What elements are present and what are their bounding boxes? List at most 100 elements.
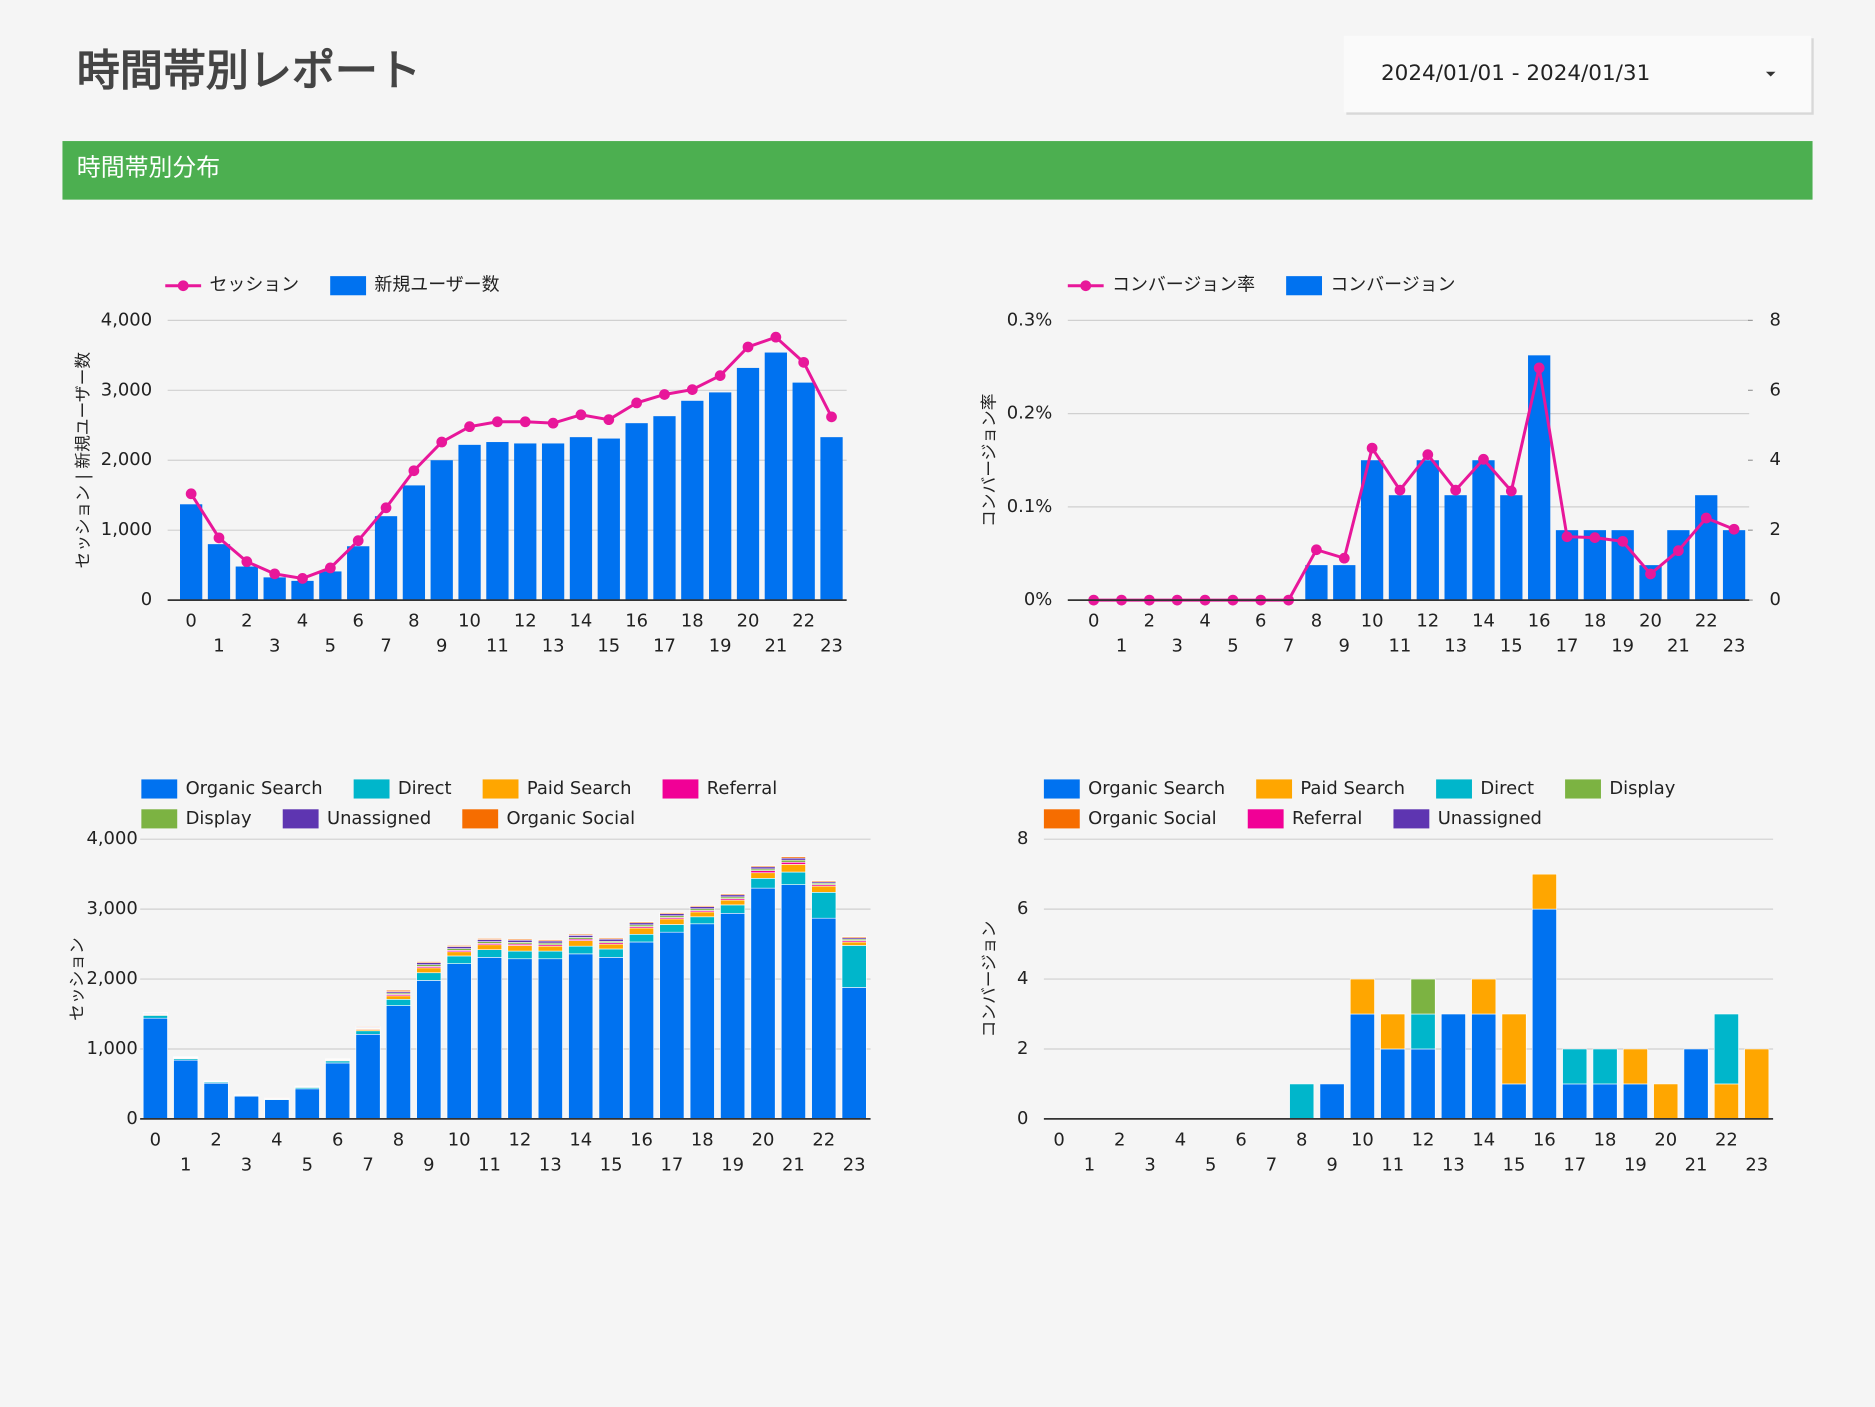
bar-segment: [446, 951, 472, 957]
bar-segment: [629, 933, 654, 943]
legend-swatch: [141, 809, 178, 829]
x-tick-label: 3: [1144, 1155, 1155, 1176]
bar-segment: [1380, 1013, 1406, 1050]
bar: [792, 382, 815, 601]
bar-segment: [416, 962, 442, 966]
x-tick-label: 4: [271, 1129, 282, 1150]
section-bar: [62, 141, 1813, 200]
bar-segment: [1622, 1048, 1648, 1085]
legend-swatch: [353, 779, 390, 799]
bar-segment: [1471, 1013, 1497, 1120]
x-tick-label: 19: [1624, 1155, 1647, 1176]
bar-segment: [750, 872, 776, 879]
line-point: [269, 568, 281, 580]
x-tick-label: 16: [625, 611, 648, 632]
x-tick-label: 10: [1351, 1129, 1374, 1150]
bar-segment: [841, 936, 867, 939]
x-tick-label: 0: [185, 611, 196, 632]
bar: [458, 444, 481, 601]
x-tick-label: 8: [393, 1129, 404, 1150]
legend-label: コンバージョン: [1330, 275, 1455, 296]
line-point: [798, 356, 810, 368]
bar-segment: [598, 948, 624, 958]
y2-tick-label: 6: [1770, 379, 1781, 400]
line-point: [1338, 552, 1350, 564]
x-tick-label: 20: [1654, 1129, 1677, 1150]
y-tick-label: 0: [126, 1108, 137, 1129]
x-tick-label: 19: [721, 1155, 744, 1176]
bar-segment: [780, 856, 806, 859]
line-point: [603, 414, 615, 426]
y-axis-title: コンバージョン: [979, 921, 999, 1038]
bar: [569, 437, 593, 601]
bar-segment: [689, 911, 715, 918]
x-tick-label: 2: [210, 1129, 221, 1150]
x-tick-label: 10: [458, 611, 481, 632]
y-tick-label: 4: [1017, 968, 1028, 989]
date-range[interactable]: 2024/01/01 - 2024/01/31: [1381, 61, 1650, 86]
line-point: [297, 573, 308, 584]
bar-segment: [750, 887, 776, 1120]
x-tick-label: 14: [1472, 611, 1495, 632]
x-tick-label: 0: [150, 1129, 161, 1150]
legend-label: Referral: [1292, 808, 1362, 829]
bar: [1360, 460, 1384, 601]
x-tick-label: 12: [514, 611, 537, 632]
x-tick-label: 20: [752, 1129, 775, 1150]
dropdown-caret[interactable]: [1765, 71, 1776, 77]
x-tick-label: 11: [1389, 636, 1412, 657]
y-tick-label: 2: [1017, 1038, 1028, 1059]
line-point: [631, 397, 643, 409]
bar-segment: [1471, 978, 1497, 1015]
x-tick-label: 18: [1583, 611, 1606, 632]
bar-segment: [1410, 1013, 1436, 1050]
legend-label: セッション: [209, 275, 299, 296]
bar-segment: [1531, 873, 1557, 910]
legend-swatch: [282, 809, 319, 829]
legend-label: Organic Search: [186, 778, 323, 799]
line-point: [742, 341, 754, 353]
line-point: [1700, 512, 1712, 524]
line-point: [519, 416, 531, 428]
x-tick-label: 13: [542, 636, 565, 657]
bar-segment: [780, 857, 806, 861]
bar-segment: [629, 921, 654, 924]
bar-segment: [1653, 1083, 1679, 1120]
line-point: [1645, 568, 1656, 580]
line-point: [1311, 544, 1322, 556]
bar-segment: [1744, 1048, 1770, 1120]
legend-label: コンバージョン率: [1112, 275, 1255, 296]
bar: [1444, 495, 1467, 601]
line-point: [770, 331, 782, 343]
x-tick-label: 5: [302, 1155, 313, 1176]
bar: [625, 423, 648, 601]
bar-segment: [1562, 1048, 1588, 1085]
date-picker-box[interactable]: [1343, 35, 1812, 113]
bar-segment: [385, 1005, 411, 1120]
bar-segment: [477, 938, 503, 940]
bar-segment: [629, 927, 654, 935]
bar-segment: [568, 935, 594, 938]
x-tick-label: 23: [1723, 636, 1746, 657]
line-point: [464, 421, 475, 433]
x-tick-label: 13: [1442, 1155, 1465, 1176]
legend-swatch: [1393, 809, 1430, 829]
bar: [430, 460, 453, 601]
bar-segment: [568, 945, 594, 955]
line-point: [1394, 484, 1406, 496]
legend-swatch: [482, 779, 519, 799]
date-picker[interactable]: 2024/01/01 - 2024/01/31: [1343, 35, 1814, 115]
bar-segment: [537, 939, 563, 942]
y2-tick-label: 4: [1770, 449, 1781, 470]
x-tick-label: 5: [1205, 1155, 1216, 1176]
bar-segment: [811, 892, 837, 919]
bar-segment: [1349, 1013, 1375, 1120]
line-point: [352, 535, 364, 547]
bar-segment: [841, 945, 867, 988]
bar-segment: [1713, 1083, 1739, 1120]
legend-swatch: [1247, 809, 1284, 829]
y-tick-label: 0.3%: [1007, 309, 1053, 330]
x-tick-label: 19: [709, 636, 732, 657]
bar-segment: [264, 1099, 290, 1120]
